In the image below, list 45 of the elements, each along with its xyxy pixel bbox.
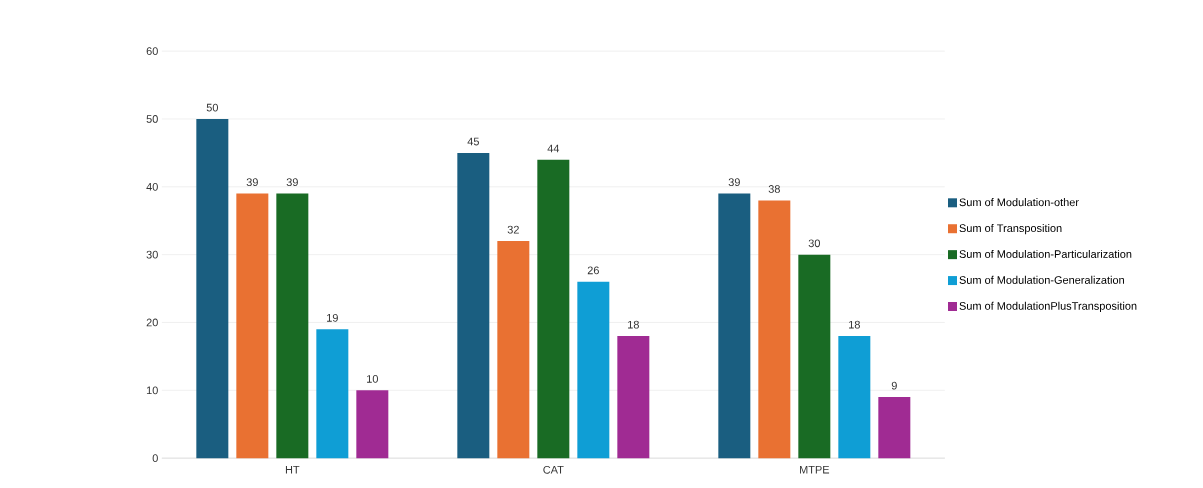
data-label: 32 [507, 225, 519, 234]
data-label: 38 [768, 185, 780, 193]
legend-label: Sum of Transposition [959, 224, 1062, 235]
bar [356, 390, 389, 459]
data-label: 18 [628, 320, 639, 329]
y-tick-label: 60 [146, 47, 158, 56]
bar [577, 281, 610, 459]
bar [798, 254, 831, 459]
x-tick-label: MTPE [800, 465, 830, 474]
bar [196, 118, 229, 459]
y-tick-label: 50 [146, 115, 158, 123]
bar [878, 397, 911, 459]
bar [497, 241, 530, 459]
data-label: 10 [367, 375, 378, 383]
bar [276, 193, 309, 459]
legend-label: Sum of ModulationPlusTransposition [959, 301, 1137, 312]
bar [316, 329, 349, 459]
y-tick-label: 0 [152, 454, 158, 463]
data-label: 39 [286, 178, 298, 187]
data-label: 45 [467, 137, 479, 146]
data-label: 18 [849, 320, 860, 329]
bar [758, 200, 791, 459]
bar [617, 336, 650, 459]
legend-label: Sum of Modulation-Particularization [959, 249, 1132, 258]
data-label: 39 [246, 178, 258, 187]
bar [457, 152, 490, 459]
bar [838, 336, 871, 459]
y-tick-label: 10 [146, 386, 158, 395]
data-label: 39 [728, 178, 740, 187]
y-tick-label: 20 [146, 318, 158, 327]
legend-label: Sum of Modulation-Generalization [959, 275, 1124, 284]
bar [236, 193, 269, 459]
y-tick-label: 40 [146, 182, 158, 191]
data-label: 9 [891, 381, 897, 390]
data-label: 19 [327, 313, 338, 322]
x-tick-label: CAT [543, 465, 564, 474]
y-tick-label: 30 [146, 250, 158, 259]
data-label: 30 [808, 239, 820, 248]
legend-label: Sum of Modulation-other [959, 198, 1079, 207]
bar [718, 193, 751, 459]
x-tick-label: HT [285, 465, 300, 474]
data-label: 26 [587, 266, 599, 275]
bar [537, 159, 570, 459]
data-label: 50 [206, 103, 218, 112]
data-label: 44 [547, 144, 560, 153]
